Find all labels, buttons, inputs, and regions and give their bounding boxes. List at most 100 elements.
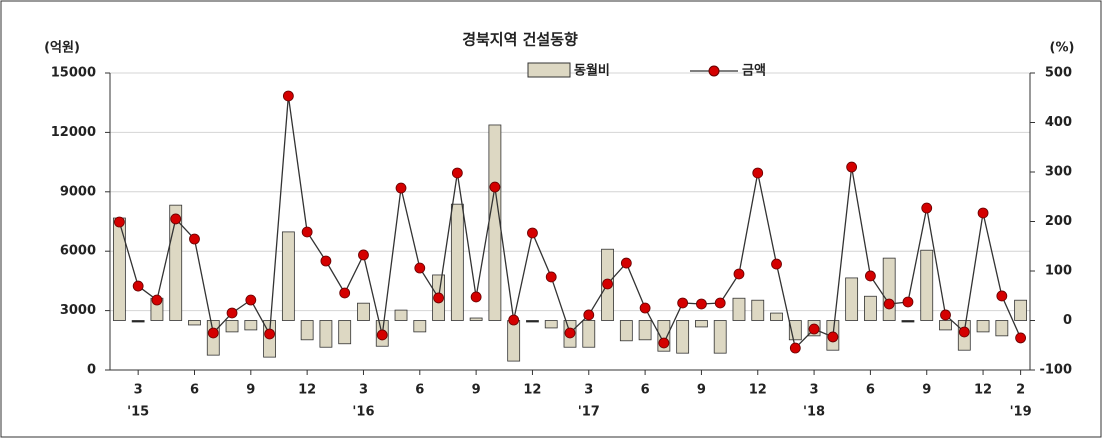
marker bbox=[865, 270, 876, 282]
marker bbox=[508, 314, 520, 326]
y2-tick-label: 200 bbox=[1045, 214, 1072, 229]
y-tick-label: 6000 bbox=[60, 244, 96, 259]
x-year-label: '19 bbox=[1010, 405, 1032, 420]
x-tick-label: 3 bbox=[359, 383, 368, 398]
marker bbox=[714, 297, 726, 309]
marker bbox=[132, 280, 144, 292]
bar bbox=[394, 309, 408, 321]
marker bbox=[358, 249, 369, 261]
y-tick-label: 3000 bbox=[60, 303, 96, 318]
marker bbox=[996, 290, 1008, 302]
bar bbox=[488, 124, 502, 321]
marker bbox=[583, 309, 595, 321]
legend-marker bbox=[708, 65, 720, 77]
marker bbox=[902, 296, 914, 308]
y-tick-label: 0 bbox=[87, 363, 96, 378]
x-tick-label: 6 bbox=[190, 383, 199, 398]
marker bbox=[264, 328, 275, 340]
marker bbox=[226, 307, 238, 319]
y2-tick-label: -100 bbox=[1039, 363, 1072, 378]
x-tick-label: 3 bbox=[584, 383, 593, 398]
marker bbox=[395, 182, 407, 194]
legend-label: 동월비 bbox=[574, 63, 610, 79]
x-tick-label: 9 bbox=[472, 383, 481, 398]
x-tick-label: 6 bbox=[866, 383, 875, 398]
marker bbox=[282, 90, 294, 102]
x-tick-label: 6 bbox=[641, 383, 650, 398]
bar bbox=[619, 320, 633, 342]
x-tick-label: 6 bbox=[415, 383, 424, 398]
bar bbox=[995, 320, 1009, 337]
marker bbox=[545, 271, 557, 283]
x-year-label: '15 bbox=[127, 405, 149, 420]
marker bbox=[245, 294, 257, 306]
bar bbox=[357, 302, 370, 321]
y2-axis-label: (%) bbox=[1050, 41, 1075, 56]
y2-tick-label: 400 bbox=[1045, 115, 1072, 130]
bar bbox=[319, 320, 333, 348]
x-tick-label: 3 bbox=[810, 383, 819, 398]
chart-title: 경북지역 건설동향 bbox=[462, 31, 578, 49]
bar bbox=[188, 320, 201, 326]
bar bbox=[845, 277, 859, 321]
x-tick-label: 12 bbox=[974, 383, 992, 398]
x-tick-label: 2 bbox=[1016, 383, 1025, 398]
marker bbox=[771, 258, 782, 270]
bar bbox=[300, 320, 314, 341]
marker bbox=[789, 342, 801, 354]
marker bbox=[958, 326, 970, 338]
marker bbox=[301, 226, 313, 238]
marker bbox=[527, 227, 538, 239]
marker bbox=[940, 309, 951, 321]
bar bbox=[920, 249, 934, 321]
bar bbox=[882, 257, 896, 321]
marker bbox=[677, 297, 689, 309]
bar bbox=[676, 320, 690, 354]
marker bbox=[113, 216, 125, 228]
marker bbox=[733, 268, 745, 280]
bar bbox=[244, 320, 258, 331]
marker bbox=[151, 294, 163, 306]
bar bbox=[976, 320, 990, 333]
y-tick-label: 12000 bbox=[51, 125, 96, 140]
bar bbox=[770, 312, 783, 321]
bar bbox=[713, 320, 727, 354]
bar bbox=[225, 320, 239, 333]
bar bbox=[413, 320, 427, 333]
bar bbox=[695, 320, 708, 328]
x-tick-label: 9 bbox=[246, 383, 255, 398]
x-tick-label: 12 bbox=[749, 383, 767, 398]
bar bbox=[526, 320, 539, 323]
marker bbox=[921, 202, 933, 214]
bar bbox=[1014, 299, 1028, 321]
marker bbox=[846, 161, 858, 173]
y-tick-label: 9000 bbox=[60, 184, 96, 199]
marker bbox=[620, 257, 632, 269]
marker bbox=[489, 181, 501, 193]
x-year-label: '17 bbox=[578, 405, 600, 420]
marker bbox=[808, 323, 820, 335]
marker bbox=[470, 291, 482, 303]
marker bbox=[564, 327, 576, 339]
marker bbox=[602, 278, 613, 290]
bar bbox=[544, 320, 558, 329]
marker bbox=[752, 167, 764, 179]
x-tick-label: 9 bbox=[922, 383, 931, 398]
marker bbox=[189, 233, 200, 245]
marker bbox=[883, 298, 895, 310]
bar bbox=[131, 320, 145, 323]
marker bbox=[170, 213, 182, 225]
marker bbox=[320, 255, 332, 267]
bar bbox=[864, 295, 877, 321]
y-tick-label: 15000 bbox=[51, 66, 96, 81]
y-axis-label: (억원) bbox=[44, 41, 80, 56]
y2-tick-label: 500 bbox=[1045, 66, 1072, 81]
marker bbox=[207, 327, 219, 339]
marker bbox=[658, 337, 670, 349]
bar bbox=[338, 320, 352, 345]
bar bbox=[582, 320, 596, 348]
bar bbox=[450, 203, 464, 321]
marker bbox=[451, 167, 463, 179]
